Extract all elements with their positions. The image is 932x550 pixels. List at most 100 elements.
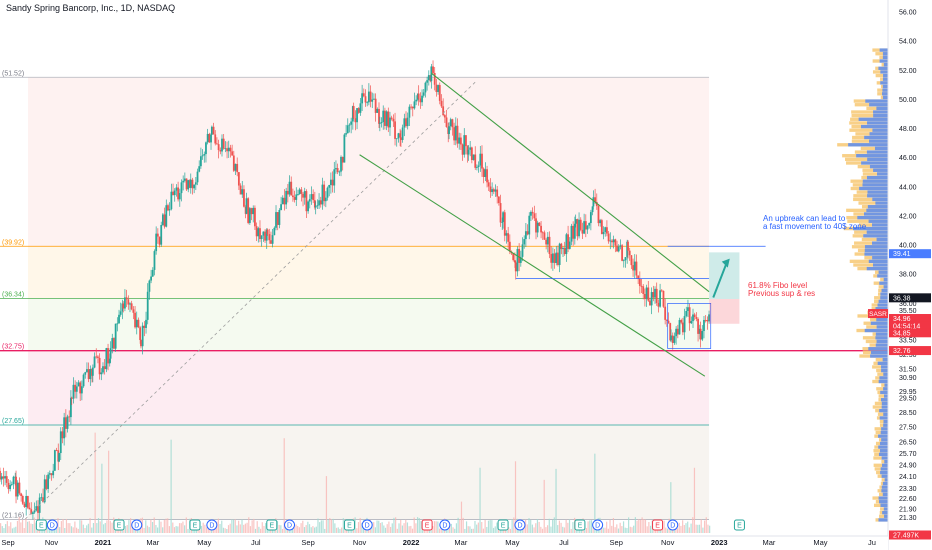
volume-bar <box>86 525 88 533</box>
volume-bar <box>129 518 132 533</box>
profile-bar-down <box>873 110 888 114</box>
profile-bar-down <box>872 223 888 227</box>
candle-body <box>361 93 364 104</box>
candle-body <box>16 482 19 497</box>
candle-body <box>352 106 355 119</box>
price-tick-label: 29.50 <box>899 396 917 403</box>
candle-body <box>606 227 608 234</box>
profile-bar-up <box>877 412 888 416</box>
profile-bar-up <box>853 197 888 202</box>
volume-bar <box>45 528 47 533</box>
profile-bar-down <box>882 95 888 100</box>
price-tag-label: 39.41 <box>893 251 911 258</box>
volume-bar <box>199 527 201 533</box>
candle-body <box>558 243 561 265</box>
volume-bar <box>329 517 331 533</box>
candle-body <box>380 122 383 124</box>
volume-bar <box>67 523 69 533</box>
volume-bar <box>101 463 103 533</box>
earnings-marker <box>35 519 47 531</box>
time-tick-label: Mar <box>763 538 776 547</box>
profile-bar-down <box>853 226 888 231</box>
candle-body <box>148 280 151 292</box>
volume-bar <box>489 520 491 533</box>
volume-bar <box>324 528 326 533</box>
candle-body <box>419 98 422 103</box>
candle-body <box>303 191 306 198</box>
candle-body <box>212 126 215 135</box>
volume-bar <box>594 453 596 533</box>
time-tick-label: Ju <box>868 538 876 547</box>
candle-body <box>158 236 161 245</box>
price-tag <box>889 530 931 540</box>
dividend-marker <box>284 519 296 531</box>
volume-bar <box>135 528 137 533</box>
candle-body <box>690 321 693 324</box>
candle-body <box>281 197 284 205</box>
candle-body <box>655 288 658 303</box>
volume-bar <box>376 520 378 533</box>
candle-body <box>105 348 108 370</box>
marker-label: E <box>737 523 742 530</box>
volume-bar <box>638 519 640 533</box>
candle-body <box>560 243 563 250</box>
candle-body <box>591 206 594 213</box>
candle-body <box>397 133 400 139</box>
earnings-marker <box>421 519 433 531</box>
volume-bar <box>359 517 361 533</box>
candle-body <box>645 287 648 300</box>
candle-body <box>250 208 253 215</box>
candle-body <box>435 84 438 92</box>
candle-body <box>285 190 288 205</box>
marker-label: E <box>347 523 352 530</box>
candle-body <box>411 106 414 109</box>
candle-body <box>553 253 556 263</box>
profile-bar-down <box>880 296 888 300</box>
profile-bar-down <box>883 277 888 282</box>
candle-body <box>292 195 294 198</box>
volume-bar <box>160 521 162 533</box>
volume-bar <box>391 523 393 533</box>
candle-body <box>50 473 53 476</box>
profile-bar-down <box>866 266 888 271</box>
volume-bar <box>94 432 96 533</box>
volume-bar <box>381 522 383 533</box>
volume-bar <box>92 523 95 533</box>
candle-body <box>276 212 279 225</box>
profile-bar-down <box>879 48 888 52</box>
candle-body <box>326 187 329 198</box>
candle-body <box>108 358 111 364</box>
candle-body <box>373 98 375 100</box>
candle-body <box>271 235 274 244</box>
price-axis[interactable]: 56.00 54.00 52.00 50.00 48.00 46.00 44.00 42.00… <box>887 0 932 550</box>
time-axis[interactable]: Sep Nov 2021 Mar May Jul Sep Nov 2022 Mar May Jul Se… <box>0 535 888 550</box>
profile-bar-down <box>870 354 888 358</box>
profile-bar-down <box>877 303 888 307</box>
candle-body <box>310 194 313 200</box>
candle-body <box>573 223 576 239</box>
candle-body <box>183 178 186 181</box>
candle-body <box>442 106 445 116</box>
profile-bar-down <box>879 416 888 420</box>
candle-body <box>252 207 255 215</box>
volume-bar <box>644 519 647 533</box>
candle-body <box>248 208 251 223</box>
profile-bar-up <box>879 514 888 518</box>
candle-body <box>295 194 298 200</box>
volume-bar <box>325 476 328 533</box>
candle-body <box>432 66 434 73</box>
volume-bar <box>698 524 701 533</box>
marker-label: E <box>117 523 122 530</box>
profile-bar-down <box>872 197 888 202</box>
profile-bar-up <box>874 401 888 406</box>
profile-bar-down <box>875 307 888 311</box>
profile-bar-down <box>882 481 888 486</box>
volume-bar <box>60 521 62 533</box>
volume-bar <box>16 520 19 533</box>
candle-body <box>140 340 142 347</box>
profile-bar-down <box>878 299 888 304</box>
marker-label: E <box>39 523 44 530</box>
profile-bar-down <box>861 124 888 129</box>
